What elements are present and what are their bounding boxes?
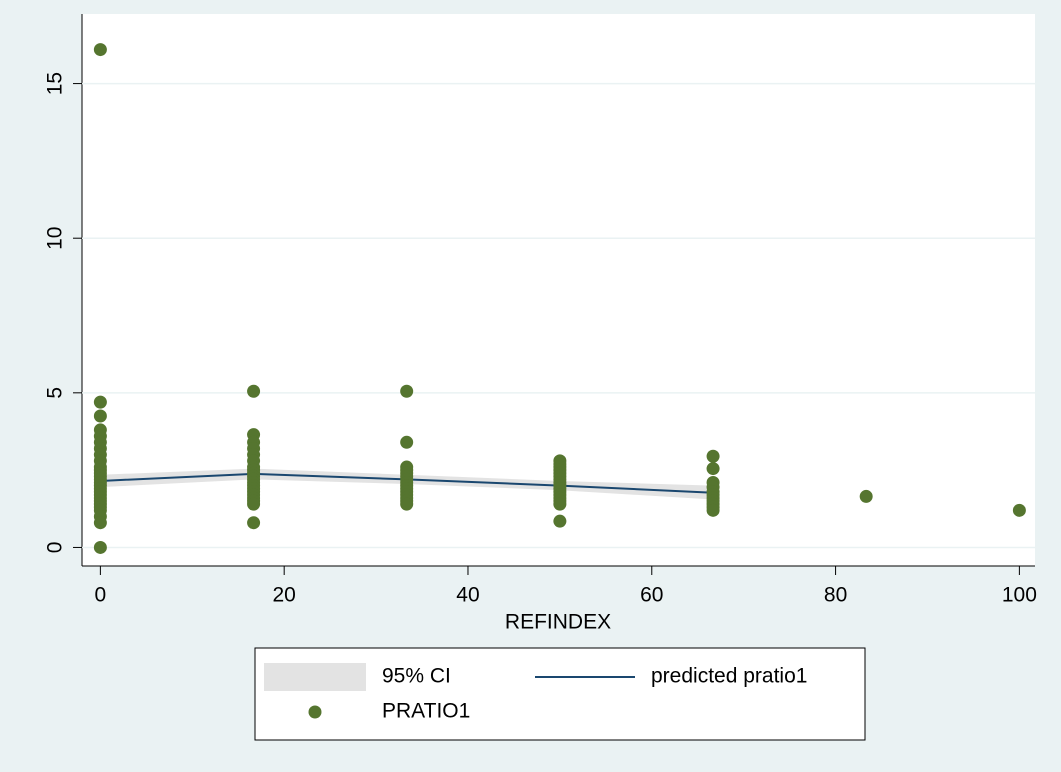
point xyxy=(859,489,873,503)
legend-label: PRATIO1 xyxy=(382,700,470,723)
legend-label: predicted pratio1 xyxy=(651,665,807,688)
x-tick-label: 0 xyxy=(95,584,107,607)
point xyxy=(247,516,261,530)
x-tick-label: 20 xyxy=(272,584,295,607)
point xyxy=(247,384,261,398)
x-axis-title: REFINDEX xyxy=(505,611,611,634)
y-tick-label: 10 xyxy=(44,227,67,250)
y-tick-label: 0 xyxy=(44,542,67,554)
point xyxy=(93,43,107,57)
point xyxy=(93,395,107,409)
x-tick-label: 60 xyxy=(640,584,663,607)
legend-label: 95% CI xyxy=(382,665,451,688)
point xyxy=(553,514,567,528)
x-tick-label: 100 xyxy=(1002,584,1037,607)
point xyxy=(400,435,414,449)
point xyxy=(706,462,720,476)
legend-swatch xyxy=(264,663,366,691)
point xyxy=(553,497,567,511)
x-tick-label: 80 xyxy=(824,584,847,607)
legend-swatch xyxy=(308,705,322,719)
point xyxy=(400,384,414,398)
point xyxy=(400,497,414,511)
legend xyxy=(254,647,866,741)
y-tick-label: 5 xyxy=(44,387,67,399)
point xyxy=(706,449,720,463)
point xyxy=(93,409,107,423)
point xyxy=(247,497,261,511)
point xyxy=(93,516,107,530)
y-tick-label: 15 xyxy=(44,72,67,95)
x-tick-label: 40 xyxy=(456,584,479,607)
point xyxy=(93,540,107,554)
point xyxy=(1012,503,1026,517)
point xyxy=(706,503,720,517)
